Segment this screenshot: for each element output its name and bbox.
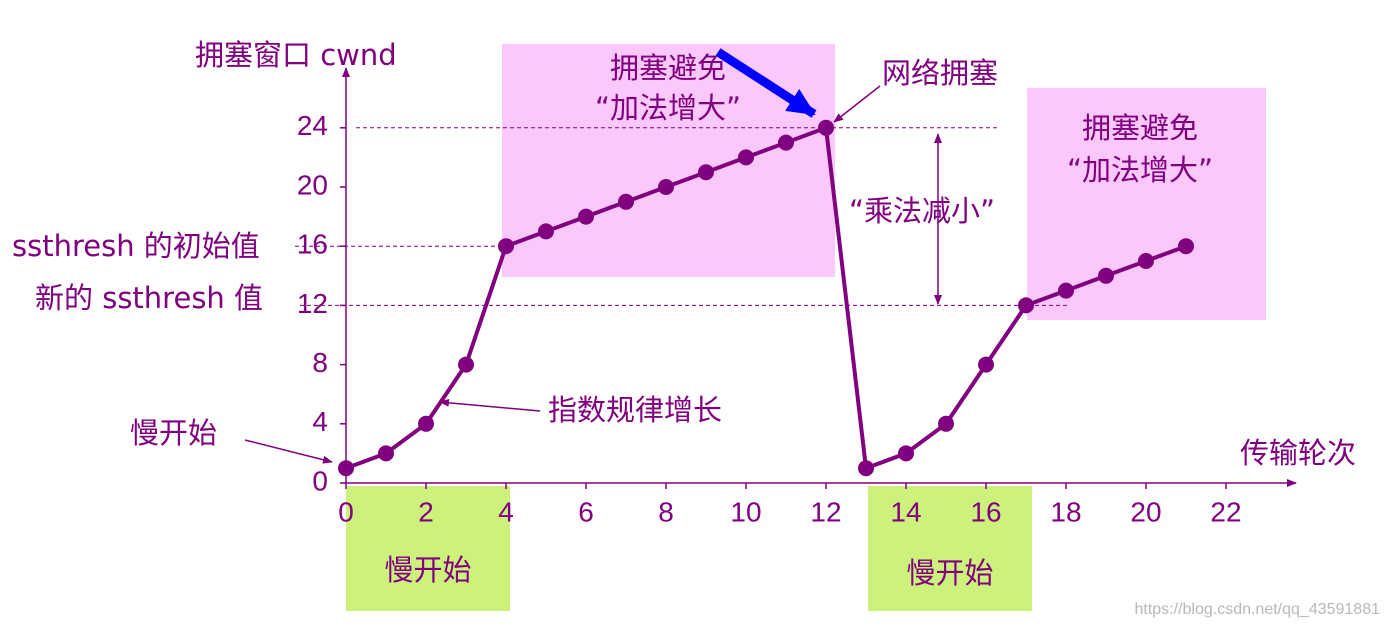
annotation: 网络拥塞 [882,56,998,90]
x-axis-title: 传输轮次 [1240,436,1356,470]
x-tick-label: 16 [970,496,1001,527]
arrow [439,398,541,412]
highlight-box [1027,88,1266,320]
point [898,445,914,462]
x-tick-label: 14 [890,496,921,527]
y-tick-label: 20 [297,169,328,200]
annotation: “加法增大” [1067,153,1213,187]
point [978,356,994,373]
y-tick-label: 8 [312,347,328,378]
point [778,134,794,151]
x-tick-label: 18 [1050,496,1081,527]
x-tick-label: 22 [1210,496,1241,527]
annotation: 慢开始 [906,556,993,590]
annotation: “乘法减小” [849,194,995,228]
point [578,208,594,225]
point [938,415,954,432]
point [738,149,754,166]
x-tick-label: 4 [498,496,514,527]
arrow [244,439,333,464]
point [538,223,554,240]
point [858,460,874,477]
watermark: https://blog.csdn.net/qq_43591881 [1134,601,1380,618]
arrow [715,48,817,118]
y-tick-label: 0 [312,465,328,496]
y-tick-label: 12 [297,288,328,319]
annotation: 拥塞避免 [610,51,726,85]
arrow [833,85,881,123]
annotation: ssthresh 的初始值 [12,229,260,263]
x-tick-label: 2 [418,496,434,527]
point [698,164,714,181]
highlight-box [868,486,1032,611]
x-tick-label: 12 [810,496,841,527]
annotation: “加法增大” [595,91,741,125]
annotation: 慢开始 [384,553,471,587]
point [418,415,434,432]
x-tick-label: 10 [730,496,761,527]
annotation: 新的 ssthresh 值 [35,281,263,315]
point [498,238,514,255]
x-tick-label: 20 [1130,496,1161,527]
point [1098,267,1114,284]
point [1018,297,1034,314]
annotation: 拥塞避免 [1082,111,1198,145]
x-tick-label: 0 [338,496,354,527]
point [658,179,674,195]
highlight-box [346,486,510,611]
y-tick-label: 24 [297,110,328,141]
x-tick-label: 6 [578,496,594,527]
y-tick-label: 4 [312,406,328,437]
point [818,119,834,136]
point [618,193,634,210]
annotation: 慢开始 [130,416,217,450]
annotation: 指数规律增长 [548,393,722,427]
y-axis-title: 拥塞窗口 cwnd [195,38,397,72]
point [338,460,354,477]
x-tick-label: 8 [658,496,674,527]
y-tick-label: 16 [297,229,328,260]
highlight-box [502,44,835,277]
point [1138,253,1154,269]
point [458,356,474,373]
point [1058,282,1074,299]
point [1178,238,1194,255]
point [378,445,394,462]
line [345,125,1187,471]
